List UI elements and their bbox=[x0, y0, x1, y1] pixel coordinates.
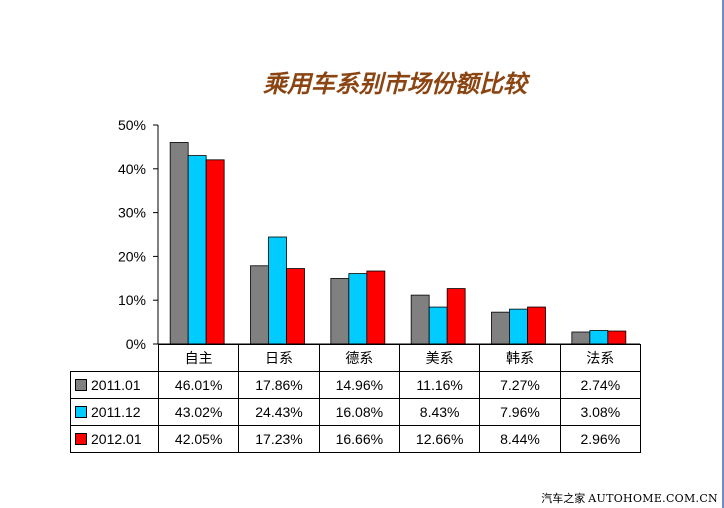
data-label: 17.23% bbox=[238, 425, 320, 453]
data-label: 3.08% bbox=[559, 398, 641, 426]
bar bbox=[527, 306, 546, 345]
legend-entry: 2011.12 bbox=[70, 398, 159, 426]
legend-entry: 2012.01 bbox=[70, 425, 159, 453]
data-table: 自主 日系 德系 美系 韩系 法系 2011.01 46.01% 17.86% 14.96% 11.… bbox=[70, 344, 641, 453]
chart-title: 乘用车系别市场份额比较 bbox=[263, 69, 527, 98]
bar bbox=[410, 294, 430, 345]
y-tick-label: 10% bbox=[118, 292, 146, 308]
watermark: 汽车之家 AUTOHOME.COM.CN bbox=[541, 490, 718, 506]
data-label: 17.86% bbox=[238, 371, 320, 399]
table-corner bbox=[70, 344, 159, 372]
data-label: 16.66% bbox=[318, 425, 400, 453]
data-label: 43.02% bbox=[157, 398, 240, 426]
y-tick-label: 40% bbox=[118, 161, 146, 177]
bar bbox=[330, 278, 350, 345]
table-header-row: 自主 日系 德系 美系 韩系 法系 bbox=[70, 344, 641, 372]
bar bbox=[169, 142, 189, 345]
bar bbox=[250, 265, 269, 345]
category-label: 美系 bbox=[398, 344, 481, 372]
y-tick-label: 20% bbox=[118, 248, 146, 264]
bar bbox=[366, 270, 386, 345]
data-label: 42.05% bbox=[157, 425, 240, 453]
data-label: 2.96% bbox=[559, 425, 641, 453]
data-label: 8.43% bbox=[398, 398, 481, 426]
bar bbox=[205, 159, 225, 345]
category-label: 日系 bbox=[238, 344, 320, 372]
bar bbox=[509, 308, 528, 345]
bar bbox=[589, 330, 609, 345]
category-label: 德系 bbox=[318, 344, 400, 372]
bar bbox=[491, 311, 510, 345]
watermark-cn: 汽车之家 bbox=[541, 492, 586, 505]
bar bbox=[286, 268, 305, 345]
table-row: 2011.01 46.01% 17.86% 14.96% 11.16% 7.27% 2.74… bbox=[70, 371, 641, 399]
category-label: 韩系 bbox=[479, 344, 561, 372]
legend-swatch bbox=[75, 433, 87, 445]
data-label: 7.96% bbox=[479, 398, 561, 426]
category-label: 自主 bbox=[157, 344, 240, 372]
bar bbox=[268, 236, 287, 345]
data-label: 11.16% bbox=[398, 371, 481, 399]
data-label: 8.44% bbox=[479, 425, 561, 453]
data-label: 46.01% bbox=[157, 371, 240, 399]
series-name: 2011.01 bbox=[91, 377, 141, 393]
legend-swatch bbox=[75, 379, 87, 391]
bar bbox=[187, 155, 207, 345]
y-axis-ticks: 0%10%20%30%40%50% bbox=[118, 117, 158, 352]
bar bbox=[348, 273, 368, 345]
data-label: 16.08% bbox=[318, 398, 400, 426]
data-label: 2.74% bbox=[559, 371, 641, 399]
table-row: 2011.12 43.02% 24.43% 16.08% 8.43% 7.96% 3.08% bbox=[70, 398, 641, 426]
y-tick-label: 50% bbox=[118, 117, 146, 133]
bar bbox=[428, 306, 448, 345]
watermark-en: AUTOHOME.COM.CN bbox=[588, 492, 718, 505]
legend-entry: 2011.01 bbox=[70, 371, 159, 399]
data-label: 7.27% bbox=[479, 371, 561, 399]
bar bbox=[571, 331, 591, 345]
data-label: 12.66% bbox=[398, 425, 481, 453]
y-tick-label: 30% bbox=[118, 205, 146, 221]
data-label: 14.96% bbox=[318, 371, 400, 399]
series-name: 2011.12 bbox=[91, 404, 141, 420]
bar bbox=[446, 288, 466, 345]
bar bbox=[607, 330, 627, 345]
data-label: 24.43% bbox=[238, 398, 320, 426]
category-label: 法系 bbox=[559, 344, 641, 372]
legend-swatch bbox=[75, 406, 87, 418]
bars bbox=[169, 142, 627, 345]
table-row: 2012.01 42.05% 17.23% 16.66% 12.66% 8.44% 2.96… bbox=[70, 425, 641, 453]
series-name: 2012.01 bbox=[91, 431, 142, 447]
